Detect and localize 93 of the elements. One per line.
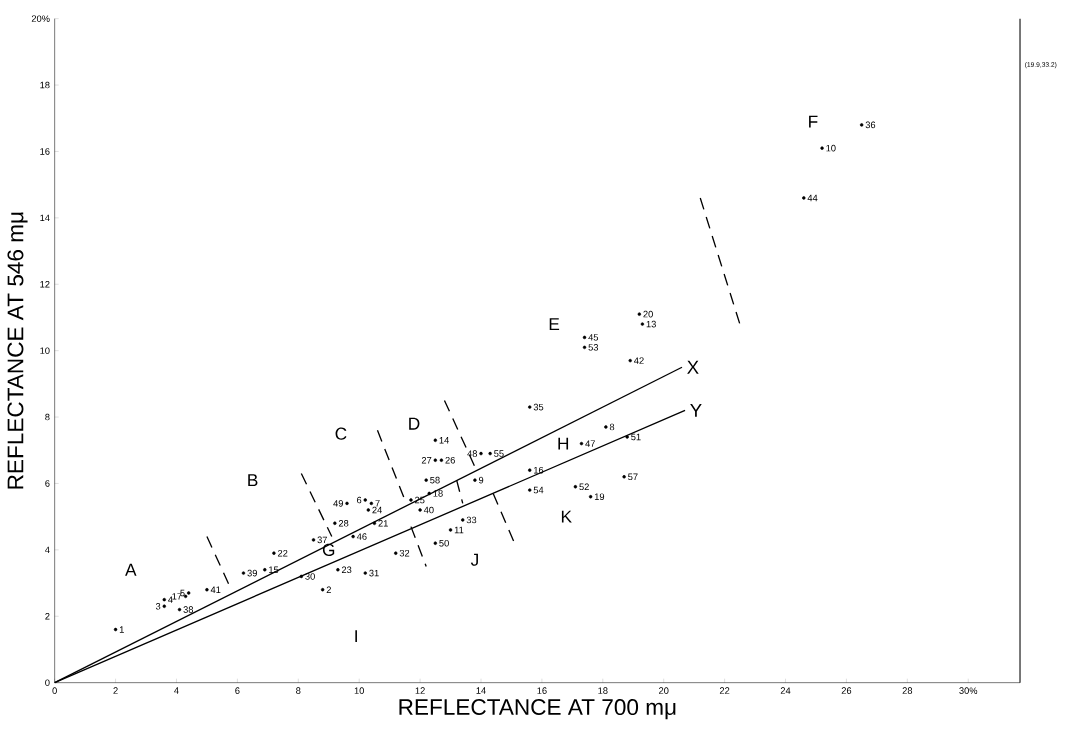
annotation: 49 [333,499,343,507]
x-tick-label: 26 [841,687,852,694]
annotation: 41 [210,586,221,593]
x-tick-label: 8 [296,687,301,694]
y-tick-label: 0 [45,679,50,686]
y-axis-title: REFLECTANCE AT 546 mμ [7,212,28,489]
annotation: D [409,417,420,430]
x-axis-title: REFLECTANCE AT 700 mμ [399,698,676,720]
annotation: 46 [356,533,367,540]
annotation: 44 [807,194,818,201]
x-tick-label: 10 [354,687,364,694]
annotation: 24 [372,506,382,514]
y-tick-label: 12 [40,280,50,288]
annotation: 36 [865,121,876,129]
annotation: F [809,115,818,128]
y-tick-label: 10 [40,347,50,354]
x-tick-label: 12 [415,687,425,694]
annotation: J [470,553,478,566]
annotation: 3 [155,602,161,610]
annotation: 16 [534,466,544,474]
annotation: 7 [375,500,380,507]
y-tick-label: 18 [40,81,50,89]
annotation: 18 [433,489,443,497]
x-tick-label: 2 [113,687,118,694]
annotation: 52 [579,483,589,490]
annotation: 14 [439,436,449,444]
annotation: 20 [643,310,653,318]
annotation: 38 [183,606,194,613]
annotation: 23 [341,566,352,573]
annotation: C [335,427,347,440]
annotation: G [322,543,335,556]
annotation: 22 [277,549,288,557]
annotation: 54 [533,486,544,494]
x-tick-label: 4 [174,687,179,694]
annotation: 32 [399,549,410,557]
x-tick-label: 22 [719,687,730,694]
annotation: A [125,563,137,576]
annotation: 48 [467,450,478,457]
y-tick-label: 16 [40,148,50,155]
annotation: 11 [454,526,464,533]
annotation: K [561,510,572,523]
annotation: 35 [533,403,544,411]
x-tick-label: 16 [537,687,547,694]
annotation: 15 [269,566,279,573]
annotation: B [248,474,258,486]
annotation: 51 [631,433,641,441]
annotation: H [558,437,569,450]
annotation: 47 [585,440,595,447]
annotation: 45 [588,333,599,341]
annotation: 17 [172,592,182,600]
x-tick-label: 0 [52,687,57,694]
annotation: 58 [430,476,440,484]
annotation: 40 [423,506,434,514]
annotation: 19 [594,493,605,500]
annotation: 28 [338,519,349,527]
annotation: 55 [494,450,504,457]
annotation: 9 [478,476,484,484]
y-tick-label: 2 [45,612,50,620]
annotation: 13 [646,320,656,328]
annotation: 26 [445,456,455,464]
annotation: 21 [378,519,388,527]
annotation: I [355,630,357,642]
annotation: 42 [634,357,644,364]
annotation: E [549,318,560,330]
annotation: 2 [326,586,331,593]
x-tick-label: 24 [780,687,791,694]
y-tick-label: 6 [45,480,50,487]
x-tick-label: 30% [959,687,978,694]
annotation: 1 [119,626,124,633]
annotation: 5 [180,589,185,597]
y-tick-label: 8 [45,413,50,421]
annotation: 31 [369,569,379,577]
series-label: X [687,360,699,374]
x-tick-label: 6 [235,687,240,694]
x-tick-label: 18 [598,687,608,694]
x-tick-label: 14 [476,687,486,694]
annotation: 6 [357,496,362,504]
y-tick-label: 4 [45,546,50,553]
y-tick-label: 20% [31,15,50,22]
annotation: 37 [317,536,327,544]
annotation: 10 [826,144,836,152]
annotation: 8 [609,423,615,431]
annotation: 33 [466,516,477,524]
annotation: 4 [168,596,173,603]
annotation: 53 [588,343,599,351]
annotation: 27 [421,456,432,464]
x-tick-label: 20 [659,687,669,694]
series-label: Y [690,403,702,417]
x-tick-label: 28 [902,687,913,694]
annotation: 50 [439,539,449,547]
annotation: 39 [247,569,257,577]
annotation: 57 [628,473,638,480]
y-tick-label: 14 [40,214,50,221]
